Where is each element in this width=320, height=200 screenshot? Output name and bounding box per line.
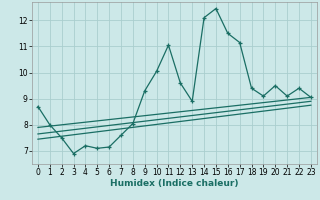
X-axis label: Humidex (Indice chaleur): Humidex (Indice chaleur) (110, 179, 239, 188)
